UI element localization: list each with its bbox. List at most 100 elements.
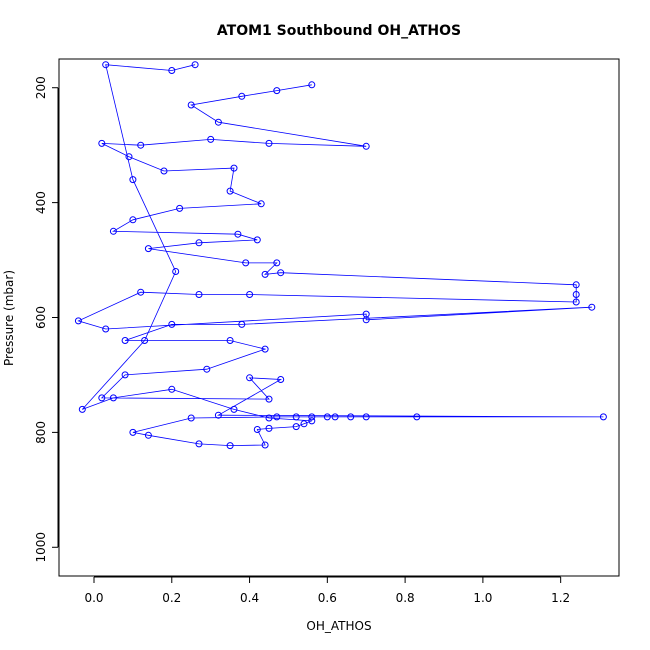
x-tick-label: 0.8: [396, 591, 415, 605]
data-point: [137, 141, 145, 149]
data-point: [203, 365, 211, 373]
data-point: [141, 337, 149, 344]
data-point: [98, 139, 106, 147]
data-point: [257, 200, 265, 208]
data-point: [168, 67, 176, 74]
data-point: [331, 413, 339, 421]
data-point: [98, 394, 106, 402]
data-point: [214, 411, 222, 419]
data-point: [273, 87, 281, 95]
data-point: [172, 268, 180, 275]
data-point: [195, 239, 203, 247]
data-point: [572, 291, 580, 298]
data-point: [273, 413, 281, 421]
data-point: [102, 325, 110, 333]
data-point: [323, 413, 331, 421]
data-point: [102, 61, 110, 69]
data-point: [261, 270, 269, 278]
data-point: [362, 142, 370, 150]
data-layer: [74, 61, 607, 450]
data-point: [195, 291, 203, 298]
data-point: [144, 431, 152, 439]
data-point: [308, 81, 316, 89]
data-point: [362, 413, 370, 421]
y-tick-label: 800: [34, 421, 48, 444]
data-point: [234, 230, 242, 238]
data-point: [230, 405, 238, 413]
data-point: [129, 428, 137, 436]
data-point: [362, 316, 370, 324]
data-point: [109, 394, 117, 402]
data-point: [261, 441, 269, 449]
data-point: [121, 337, 129, 344]
x-tick-label: 0.6: [318, 591, 337, 605]
data-point: [74, 317, 82, 325]
x-tick-label: 1.2: [551, 591, 570, 605]
data-point: [246, 291, 254, 298]
data-point: [78, 405, 86, 413]
data-point: [273, 259, 281, 267]
data-point: [214, 118, 222, 126]
data-point: [226, 187, 234, 195]
data-point: [125, 153, 133, 161]
data-point: [121, 371, 129, 379]
data-point: [238, 92, 246, 100]
data-point: [292, 413, 300, 421]
data-point: [144, 245, 152, 253]
data-point: [129, 176, 137, 184]
y-tick-label: 400: [34, 191, 48, 214]
data-point: [226, 337, 234, 344]
data-point: [129, 216, 137, 224]
data-point: [261, 345, 269, 353]
data-point: [168, 320, 176, 328]
data-point: [246, 374, 254, 382]
data-point: [195, 440, 203, 448]
plot-frame: [58, 58, 620, 577]
data-point: [572, 281, 580, 289]
x-tick-label: 1.0: [473, 591, 492, 605]
data-point: [207, 135, 215, 143]
data-point: [253, 236, 261, 244]
y-axis: 200 400 600 800 1000: [34, 76, 59, 563]
data-point: [308, 417, 316, 425]
data-point: [347, 413, 355, 421]
data-point: [238, 320, 246, 328]
data-point: [265, 395, 273, 403]
data-point: [572, 298, 580, 306]
y-tick-label: 1000: [34, 532, 48, 563]
x-tick-label: 0.0: [84, 591, 103, 605]
data-point: [187, 101, 195, 109]
data-point: [109, 227, 117, 235]
y-tick-label: 200: [34, 76, 48, 99]
data-point: [588, 303, 596, 311]
data-point: [300, 420, 308, 428]
data-point: [176, 204, 184, 212]
data-point: [187, 414, 195, 422]
data-point: [168, 385, 176, 393]
data-point: [292, 423, 300, 431]
data-point: [191, 61, 199, 69]
data-point: [277, 269, 285, 277]
x-axis: 0.0 0.2 0.4 0.6 0.8 1.0 1.2: [84, 576, 570, 605]
data-point: [265, 414, 273, 422]
data-point: [160, 167, 168, 175]
chart-title: ATOM1 Southbound OH_ATHOS: [217, 23, 461, 39]
data-point: [242, 259, 250, 267]
data-point: [230, 164, 238, 172]
x-tick-label: 0.2: [162, 591, 181, 605]
series-line: [77, 64, 604, 447]
x-axis-label: OH_ATHOS: [306, 619, 371, 633]
y-axis-label: Pressure (mbar): [2, 270, 16, 366]
data-point: [308, 413, 316, 421]
data-point: [265, 139, 273, 147]
data-point: [599, 413, 607, 421]
data-point: [226, 442, 234, 450]
data-point: [253, 426, 261, 433]
y-tick-label: 600: [34, 306, 48, 329]
data-point: [413, 413, 421, 421]
x-tick-label: 0.4: [240, 591, 259, 605]
data-point: [137, 288, 145, 296]
data-point: [277, 376, 285, 383]
data-point: [265, 424, 273, 432]
